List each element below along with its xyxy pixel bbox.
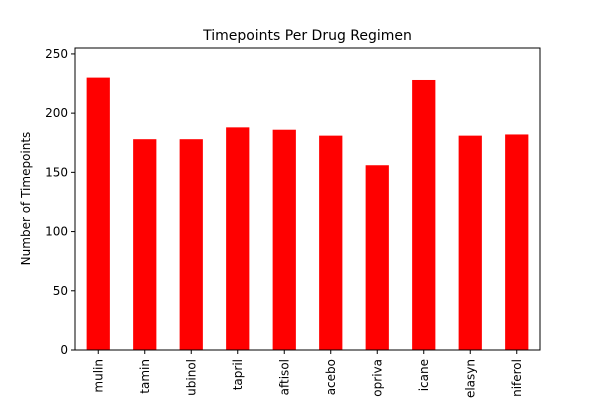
x-axis-ticks: mulin tamin ubinol tapril aftisol acebo opriva… (91, 350, 524, 398)
x-tick-label: acebo (324, 359, 338, 395)
bar-mulin (86, 77, 110, 350)
x-tick-label: icane (417, 359, 431, 391)
bar-opriva (365, 165, 389, 350)
chart-title: Timepoints Per Drug Regimen (202, 28, 412, 44)
y-tick-label: 200 (45, 106, 68, 120)
x-tick-label: mulin (91, 359, 105, 393)
y-tick-label: 250 (45, 47, 68, 61)
y-axis-ticks: 0 50 100 150 200 250 (45, 47, 75, 357)
y-tick-label: 0 (60, 343, 68, 357)
y-axis-label: Number of Timepoints (19, 132, 33, 266)
y-tick-label: 150 (45, 165, 68, 179)
x-tick-label: ubinol (184, 359, 198, 396)
bar-ubinol (179, 139, 203, 350)
bar-icane (412, 79, 436, 350)
plot-area-frame (74, 47, 541, 351)
bars-group (86, 77, 529, 350)
x-tick-label: niferol (510, 359, 524, 397)
x-tick-label: tapril (231, 359, 245, 390)
x-tick-label: elasyn (463, 359, 477, 398)
bar-acebo (319, 135, 343, 350)
bar-niferol (505, 134, 529, 350)
x-tick-label: opriva (370, 359, 384, 397)
bar-tamin (133, 139, 157, 350)
x-tick-label: aftisol (277, 359, 291, 395)
bar-tapril (226, 127, 250, 350)
bar-elasyn (458, 135, 482, 350)
y-tick-label: 100 (45, 225, 68, 239)
x-tick-label: tamin (138, 359, 152, 394)
bar-aftisol (272, 129, 296, 350)
y-tick-label: 50 (53, 284, 68, 298)
